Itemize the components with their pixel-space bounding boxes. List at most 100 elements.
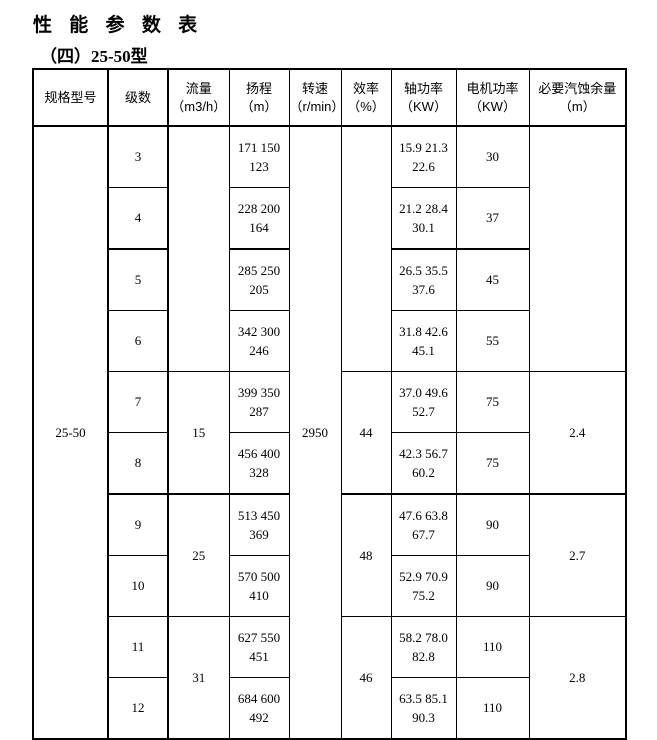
- head-value: 287: [249, 404, 269, 419]
- cell-shaft-power: 63.5 85.1 90.3: [390, 677, 457, 740]
- shaft-power-value: 42.6: [425, 323, 448, 339]
- header-unit: （KW）: [400, 98, 447, 114]
- cell-model-value: 25-50: [32, 125, 109, 740]
- cell-head: 399 350 287: [228, 371, 290, 433]
- shaft-power-value: 52.7: [412, 404, 435, 419]
- header-cell-npsh: 必要汽蚀余量 （m）: [528, 68, 627, 127]
- cell-efficiency-group-2: 44: [340, 371, 392, 495]
- cell-stages: 6: [107, 310, 169, 372]
- cell-efficiency-group-3: 48: [340, 493, 392, 617]
- head-value: 250: [260, 262, 281, 278]
- cell-flow-group-4: 31: [167, 616, 230, 740]
- page-title: 性 能 参 数 表: [33, 15, 204, 36]
- cell-flow-group-1: [167, 125, 230, 372]
- head-value: 492: [249, 710, 269, 725]
- cell-shaft-power: 37.0 49.6 52.7: [390, 371, 457, 433]
- header-cell-head: 扬程 （m）: [228, 68, 290, 127]
- head-value: 451: [249, 649, 269, 664]
- cell-stages: 4: [107, 187, 169, 250]
- shaft-power-value: 42.3: [399, 445, 422, 461]
- head-value: 350: [260, 384, 281, 400]
- header-cell-stages: 级数: [107, 68, 169, 127]
- head-value: 205: [249, 282, 269, 297]
- shaft-power-value: 78.0: [425, 629, 448, 645]
- cell-shaft-power: 47.6 63.8 67.7: [390, 493, 457, 556]
- shaft-power-value: 37.0: [399, 384, 422, 400]
- cell-npsh-group-4: 2.8: [528, 616, 627, 740]
- shaft-power-value: 58.2: [399, 629, 422, 645]
- head-value: 369: [249, 527, 269, 542]
- cell-shaft-power: 15.9 21.3 22.6: [390, 125, 457, 188]
- shaft-power-value: 15.9: [399, 139, 422, 155]
- cell-motor-power: 75: [455, 371, 530, 433]
- cell-stages: 3: [107, 125, 169, 188]
- cell-head: 570 500 410: [228, 555, 290, 617]
- shaft-power-value: 85.1: [425, 690, 448, 706]
- performance-parameters-table: 规格型号 级数 流量 （m3/h） 扬程 （m） 转速 （r/min）: [32, 68, 627, 740]
- shaft-power-value: 60.2: [412, 465, 435, 480]
- cell-shaft-power: 31.8 42.6 45.1: [390, 310, 457, 372]
- head-value: 684: [237, 690, 258, 706]
- header-cell-shaft-power: 轴功率 （KW）: [390, 68, 457, 127]
- shaft-power-value: 90.3: [412, 710, 435, 725]
- cell-stages: 10: [107, 555, 169, 617]
- cell-shaft-power: 58.2 78.0 82.8: [390, 616, 457, 678]
- cell-motor-power: 110: [455, 677, 530, 740]
- cell-npsh-group-1: [528, 125, 627, 372]
- header-label: 规格型号: [44, 89, 97, 105]
- header-unit: （m）: [240, 98, 278, 114]
- shaft-power-value: 82.8: [412, 649, 435, 664]
- head-value: 342: [237, 323, 258, 339]
- shaft-power-value: 26.5: [399, 262, 422, 278]
- head-value: 246: [249, 343, 269, 358]
- cell-motor-power: 90: [455, 493, 530, 556]
- cell-stages: 9: [107, 493, 169, 556]
- shaft-power-value: 45.1: [412, 343, 435, 358]
- head-value: 500: [260, 568, 281, 584]
- header-cell-efficiency: 效率 （%）: [340, 68, 392, 127]
- head-value: 285: [237, 262, 258, 278]
- table-row: 11 31 627 550 451 46 58.2 78.0 82.8 110 …: [33, 616, 627, 740]
- head-value: 450: [260, 507, 281, 523]
- cell-efficiency-group-4: 46: [340, 616, 392, 740]
- cell-motor-power: 37: [455, 187, 530, 250]
- header-cell-flow: 流量 （m3/h）: [167, 68, 230, 127]
- header-label: 扬程: [245, 80, 272, 96]
- header-unit: （r/min）: [289, 98, 345, 114]
- head-value: 627: [237, 629, 258, 645]
- cell-motor-power: 75: [455, 432, 530, 495]
- head-value: 300: [260, 323, 281, 339]
- head-value: 328: [249, 465, 269, 480]
- cell-npsh-group-3: 2.7: [528, 493, 627, 617]
- header-label: 流量: [185, 80, 212, 96]
- table-row: 25-50 3 171 150 123 2950 15.9 21.3 22.6 …: [32, 125, 627, 740]
- shaft-power-value: 30.1: [412, 220, 435, 235]
- table-row: 6 342 300 246 31.8 42.6 45.1 55: [33, 310, 626, 372]
- head-value: 164: [249, 220, 269, 235]
- cell-head: 456 400 328: [228, 432, 290, 495]
- cell-head: 285 250 205: [228, 248, 290, 311]
- head-value: 570: [237, 568, 258, 584]
- head-value: 200: [260, 200, 281, 216]
- shaft-power-value: 49.6: [425, 384, 448, 400]
- header-cell-speed: 转速 （r/min）: [288, 68, 345, 127]
- header-label: 轴功率: [403, 80, 443, 96]
- cell-motor-power: 55: [455, 310, 530, 372]
- head-value: 400: [260, 445, 281, 461]
- header-unit: （KW）: [469, 98, 516, 114]
- header-label: 效率: [352, 80, 379, 96]
- cell-npsh-group-2: 2.4: [528, 371, 627, 495]
- header-unit: （m3/h）: [171, 98, 227, 114]
- cell-shaft-power: 42.3 56.7 60.2: [390, 432, 457, 495]
- head-value: 123: [249, 159, 269, 174]
- shaft-power-value: 21.3: [425, 139, 448, 155]
- shaft-power-value: 63.8: [425, 507, 448, 523]
- shaft-power-value: 22.6: [412, 159, 435, 174]
- cell-stages: 8: [107, 432, 169, 495]
- cell-shaft-power: 52.9 70.9 75.2: [390, 555, 457, 617]
- cell-head: 342 300 246: [228, 310, 290, 372]
- shaft-power-value: 67.7: [412, 527, 435, 542]
- header-label: 必要汽蚀余量: [538, 80, 617, 96]
- head-value: 550: [260, 629, 281, 645]
- head-value: 600: [260, 690, 281, 706]
